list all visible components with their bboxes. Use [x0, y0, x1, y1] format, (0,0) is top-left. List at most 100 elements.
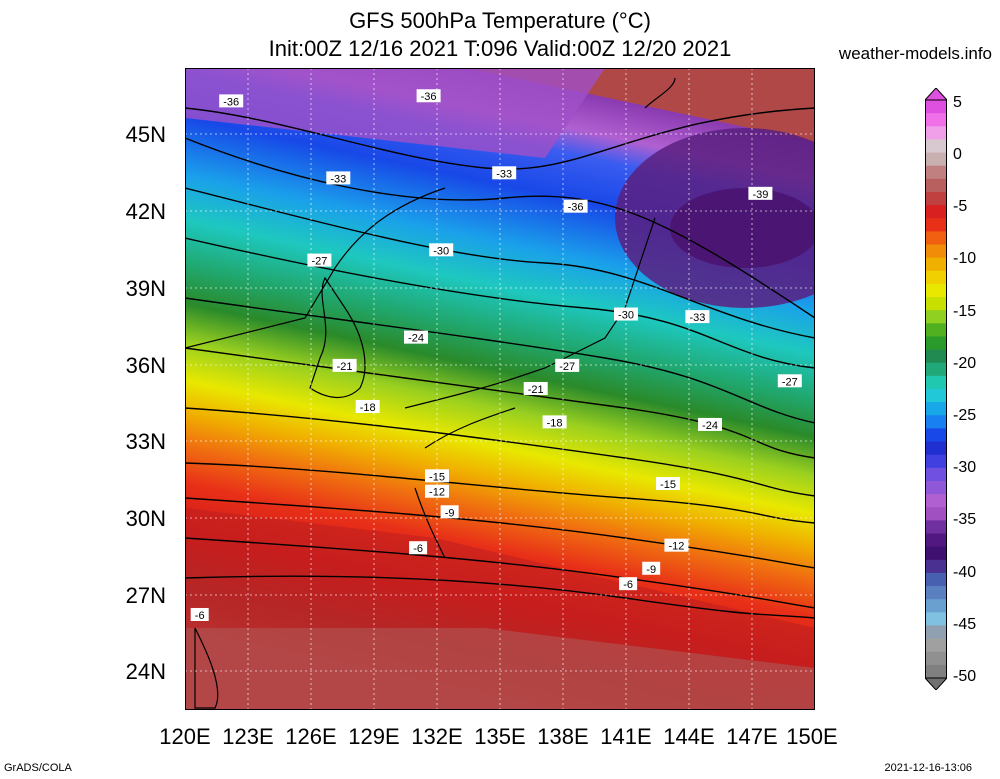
lat-label: 30N — [125, 506, 166, 531]
contour-label: -15 — [425, 469, 449, 483]
lon-label: 144E — [663, 724, 715, 749]
contour-label: -27 — [777, 374, 802, 388]
colorbar-label: 5 — [953, 94, 962, 111]
lat-label: 39N — [125, 276, 166, 301]
lat-label: 24N — [125, 659, 166, 684]
lon-label: 135E — [474, 724, 526, 749]
lon-label: 123E — [222, 724, 274, 749]
colorbar-label: -25 — [953, 407, 977, 424]
colorbar-swatch — [925, 191, 947, 206]
colorbar-swatch — [925, 297, 947, 311]
colorbar-label: -15 — [953, 303, 977, 320]
contour-label-text: -15 — [660, 479, 676, 491]
lat-label: 33N — [125, 429, 166, 454]
chart-subtitle: Init:00Z 12/16 2021 T:096 Valid:00Z 12/2… — [268, 36, 732, 61]
colorbar-swatch — [925, 441, 947, 456]
colorbar-swatch — [925, 389, 947, 403]
lat-label: 27N — [125, 583, 166, 608]
footer-software: GrADS/COLA — [4, 762, 72, 774]
contour-labels: -36 -36 -33 -33 -36 -39 -30 -27 -30 -33 -24 -27 -27 -… — [190, 89, 802, 622]
colorbar-swatch — [925, 638, 947, 653]
contour-label-text: -30 — [618, 310, 634, 322]
contour-label-text: -27 — [559, 361, 575, 373]
contour-label-text: -21 — [528, 384, 544, 396]
contour-label-text: -15 — [429, 471, 445, 483]
colorbar-swatch — [925, 664, 947, 679]
contour-label-text: -12 — [668, 541, 684, 553]
chart-title: GFS 500hPa Temperature (°C) — [349, 8, 651, 33]
colorbar-swatch — [925, 113, 947, 127]
contour-label: -30 — [429, 243, 454, 257]
colorbar-bottom-arrow — [925, 677, 947, 690]
contour-label: -24 — [404, 330, 428, 345]
contour-label-text: -36 — [421, 91, 437, 103]
colorbar-label: -45 — [953, 616, 977, 633]
contour-label-text: -9 — [646, 564, 656, 576]
colorbar-top-arrow — [925, 88, 947, 101]
colorbar-swatch — [925, 100, 947, 114]
colorbar-swatch — [925, 349, 947, 364]
contour-label: -6 — [619, 577, 638, 591]
contour-label-text: -24 — [408, 333, 424, 345]
contour-label: -21 — [332, 358, 357, 373]
colorbar-label: -40 — [953, 564, 977, 581]
contour-label: -36 — [219, 94, 244, 108]
colorbar-swatch — [925, 270, 947, 285]
colorbar-swatch — [925, 323, 947, 337]
footer-timestamp: 2021-12-16-13:06 — [884, 762, 972, 774]
colorbar-swatch — [925, 178, 947, 193]
colorbar-label: -35 — [953, 511, 977, 528]
colorbar-swatch — [925, 218, 947, 232]
contour-label-text: -18 — [360, 402, 376, 414]
lon-label: 129E — [348, 724, 400, 749]
colorbar-swatch — [925, 126, 947, 140]
lon-label: 120E — [159, 724, 211, 749]
colorbar-swatch — [925, 402, 947, 416]
contour-label-text: -6 — [413, 543, 423, 555]
contour-label: -24 — [698, 417, 722, 432]
contour-label: -12 — [425, 484, 449, 499]
temperature-map: -36 -36 -33 -33 -36 -39 -30 -27 -30 -33 -24 -27 -27 -… — [185, 68, 815, 710]
contour-label-text: -6 — [195, 610, 205, 622]
contour-label: -33 — [492, 166, 517, 180]
contour-label-text: -9 — [445, 507, 455, 519]
contour-label-text: -24 — [702, 420, 718, 432]
lat-lon-grid — [185, 68, 815, 710]
colorbar-swatch — [925, 572, 947, 587]
colorbar-label: -10 — [953, 250, 977, 267]
colorbar-swatch — [925, 428, 947, 443]
colorbar-swatch — [925, 283, 947, 298]
colorbar-swatch — [925, 454, 947, 469]
contour-label: -9 — [642, 561, 661, 576]
contour-lines — [185, 107, 815, 619]
colorbar-swatch — [925, 336, 947, 351]
contour-label: -27 — [307, 253, 332, 268]
colorbar-swatch — [925, 559, 947, 574]
colorbar-swatch — [925, 651, 947, 666]
contour-label: -9 — [440, 505, 459, 519]
contour-label-text: -27 — [311, 256, 327, 268]
contour-label-text: -6 — [623, 579, 633, 591]
contour-label: -6 — [190, 607, 209, 622]
colorbar-swatch — [925, 310, 947, 324]
lon-label: 138E — [537, 724, 589, 749]
colorbar-swatch — [925, 494, 947, 508]
colorbar-swatch — [925, 362, 947, 377]
contour-label-text: -21 — [337, 361, 353, 373]
colorbar-swatch — [925, 612, 947, 626]
contour-label-text: -39 — [752, 189, 768, 201]
colorbar-swatch — [925, 375, 947, 390]
colorbar — [925, 88, 947, 690]
colorbar-swatch — [925, 231, 947, 245]
contour-label: -36 — [416, 89, 441, 103]
contour-label: -33 — [326, 171, 351, 185]
lon-label: 147E — [726, 724, 778, 749]
contour-label: -33 — [685, 310, 710, 324]
contour-label: -39 — [748, 186, 773, 201]
coastlines — [185, 77, 676, 709]
colorbar-label: 0 — [953, 146, 962, 163]
contour-label: -21 — [523, 382, 548, 396]
contour-label-text: -33 — [496, 168, 512, 180]
colorbar-swatch — [925, 205, 947, 219]
contour-label: -30 — [614, 307, 638, 322]
